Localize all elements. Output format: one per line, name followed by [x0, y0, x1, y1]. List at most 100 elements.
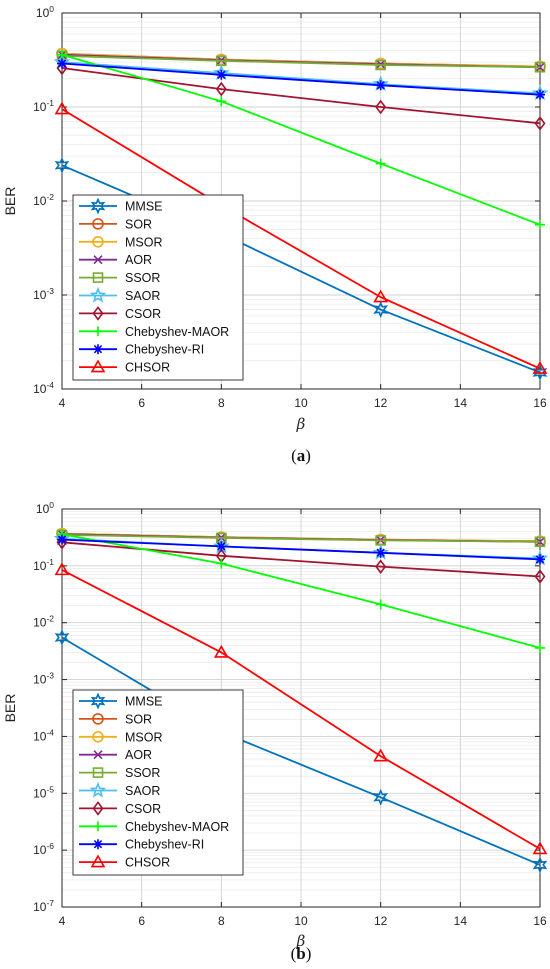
legend-item: MSOR: [79, 235, 163, 249]
legend: MMSE SOR MSOR AOR SSOR SAOR CSOR Chebyshev-MAOR…: [72, 194, 244, 381]
data-point: [535, 642, 545, 653]
legend-label: SOR: [125, 217, 152, 231]
legend-label: SAOR: [125, 289, 160, 303]
legend-item: SAOR: [79, 286, 160, 303]
legend-marker: [90, 197, 106, 215]
legend-marker: [90, 692, 106, 710]
x-axis-label: β: [296, 415, 306, 433]
data-point: [57, 534, 67, 545]
data-point: [535, 219, 545, 230]
data-point: [375, 599, 386, 610]
data-point: [373, 748, 389, 762]
series-line: [61, 55, 541, 69]
legend-label: SSOR: [125, 271, 160, 285]
x-tick-label: 8: [218, 396, 225, 410]
y-tick-label: 10-3: [33, 286, 54, 302]
panel-caption: (b): [291, 944, 312, 963]
panel-caption: (a): [291, 446, 311, 465]
data-point: [54, 628, 70, 647]
legend-item: MMSE: [79, 692, 163, 710]
data-point: [535, 62, 545, 72]
series-line: [61, 533, 541, 649]
legend-marker: [90, 854, 106, 868]
y-tick-label: 10-6: [33, 841, 54, 857]
data-point: [54, 101, 70, 115]
data-point: [535, 89, 545, 100]
legend-label: CHSOR: [125, 856, 170, 870]
data-point: [375, 158, 386, 169]
x-axis-label: β: [296, 932, 306, 950]
series-chsor: [54, 562, 548, 855]
y-tick-label: 10-1: [33, 557, 54, 573]
legend-marker: [92, 236, 104, 248]
series-line: [61, 108, 541, 370]
x-tick-label: 16: [533, 914, 547, 928]
legend-label: SOR: [125, 712, 152, 726]
data-point: [534, 536, 546, 548]
legend-label: Chebyshev-RI: [125, 343, 204, 357]
data-point: [534, 569, 546, 584]
data-point: [532, 856, 548, 874]
y-tick-label: 10-4: [33, 727, 54, 743]
legend-label: AOR: [125, 748, 152, 762]
data-point: [213, 644, 229, 658]
y-tick-label: 10-2: [33, 192, 54, 208]
legend-marker: [93, 255, 103, 265]
legend-marker: [93, 839, 103, 850]
data-point: [54, 156, 70, 174]
legend-label: CHSOR: [125, 361, 170, 375]
series-chebyshev-ri: [57, 534, 545, 565]
legend-label: MMSE: [125, 200, 163, 214]
legend-label: MSOR: [125, 730, 163, 744]
legend-label: MMSE: [125, 695, 163, 709]
legend-item: SAOR: [79, 781, 160, 798]
legend-item: Chebyshev-MAOR: [79, 820, 229, 834]
x-tick-label: 14: [454, 914, 468, 928]
data-point: [534, 61, 546, 73]
data-point: [216, 558, 227, 569]
legend-marker: [90, 359, 106, 373]
legend-marker: [92, 730, 104, 743]
legend-item: Chebyshev-RI: [79, 343, 204, 357]
legend: MMSE SOR MSOR AOR SSOR SAOR CSOR Chebyshev-MAOR…: [72, 689, 244, 876]
legend-marker: [93, 326, 103, 337]
legend-label: CSOR: [125, 802, 161, 816]
x-tick-label: 12: [374, 914, 388, 928]
legend-marker: [92, 218, 104, 230]
series-line: [61, 569, 541, 850]
data-point: [373, 788, 389, 806]
legend-marker: [93, 344, 103, 355]
legend-marker: [92, 306, 104, 321]
legend-item: AOR: [79, 748, 152, 762]
legend-item: SSOR: [79, 766, 160, 780]
legend-item: SOR: [79, 217, 152, 231]
legend-marker: [93, 750, 103, 760]
x-tick-label: 8: [218, 914, 225, 928]
data-point: [216, 541, 227, 552]
y-tick-label: 100: [36, 4, 54, 20]
legend-item: Chebyshev-RI: [79, 838, 204, 852]
legend-marker: [93, 821, 103, 832]
legend-label: Chebyshev-MAOR: [125, 820, 229, 834]
series-line: [61, 538, 541, 561]
legend-item: SOR: [79, 712, 152, 726]
data-point: [375, 59, 386, 71]
legend-marker: [89, 781, 107, 798]
x-tick-label: 6: [138, 396, 145, 410]
legend-item: CSOR: [79, 801, 161, 816]
data-point: [532, 360, 548, 374]
y-tick-label: 10-3: [33, 671, 54, 687]
y-tick-label: 10-2: [33, 614, 54, 630]
series-line: [61, 61, 541, 95]
series-line: [61, 636, 541, 866]
series-chebyshev-maor: [57, 49, 545, 230]
legend-item: MMSE: [79, 197, 163, 215]
data-point: [532, 841, 548, 855]
legend-label: SAOR: [125, 784, 160, 798]
data-point: [215, 81, 227, 97]
legend-item: CHSOR: [79, 359, 170, 375]
x-tick-label: 6: [138, 914, 145, 928]
data-point: [375, 559, 387, 574]
legend-label: MSOR: [125, 235, 163, 249]
